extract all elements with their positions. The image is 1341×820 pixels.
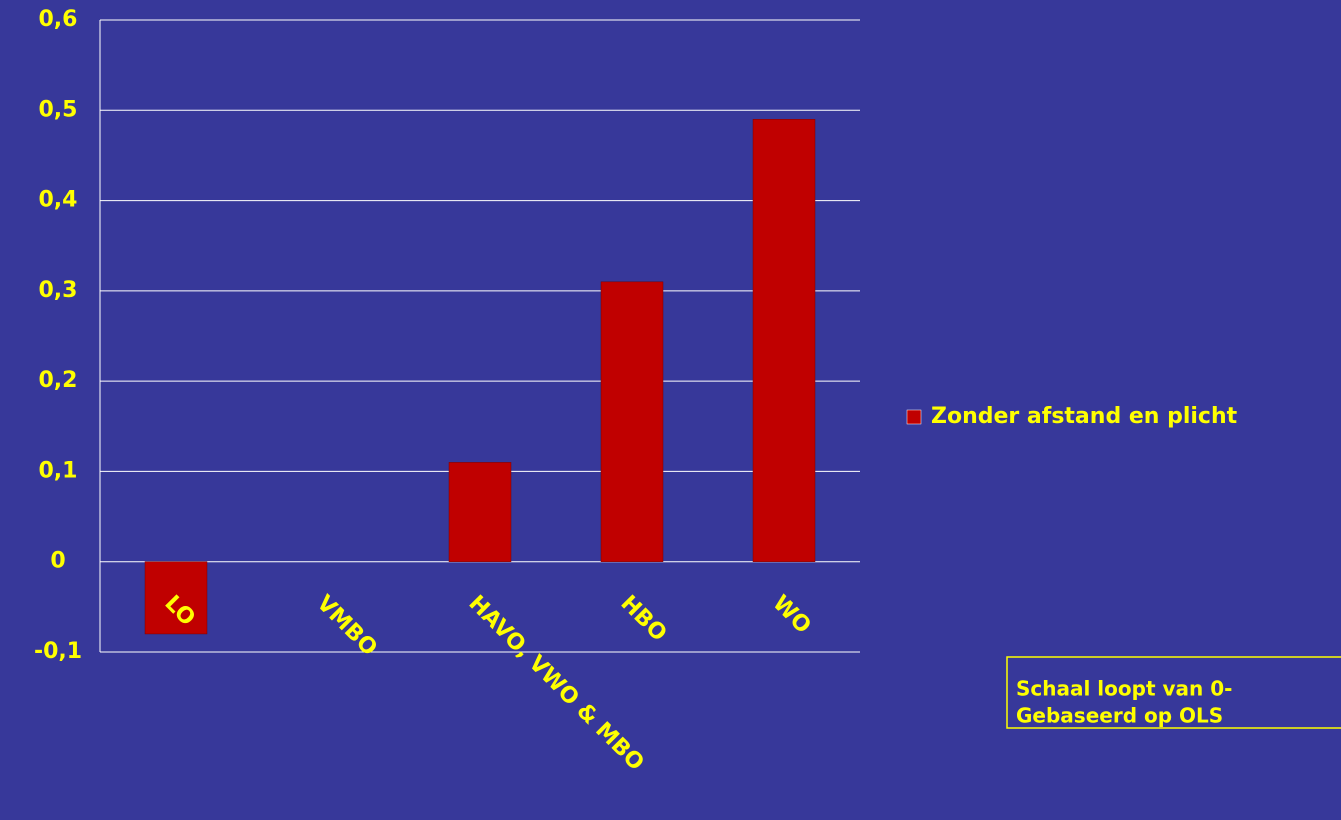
y-tick-label: 0,2 <box>39 368 78 393</box>
y-tick-label: 0,5 <box>39 97 78 122</box>
y-tick-label: -0,1 <box>34 639 82 664</box>
y-tick-label: 0,3 <box>39 278 78 303</box>
annotation-box <box>1006 656 1341 729</box>
legend-label: Zonder afstand en plicht <box>931 404 1238 429</box>
bar <box>752 119 816 562</box>
annotation: Gebaseerd op OLS <box>1016 704 1223 728</box>
bar <box>144 561 208 635</box>
annotation: Schaal loopt van 0- <box>1016 677 1232 701</box>
x-tick-label: HBO <box>616 591 672 647</box>
bar <box>600 281 664 562</box>
bar <box>448 462 512 562</box>
y-tick-label: 0 <box>50 549 65 574</box>
legend-swatch <box>906 409 922 425</box>
y-tick-label: 0,4 <box>39 188 78 213</box>
y-tick-label: 0,1 <box>39 458 78 483</box>
y-tick-label: 0,6 <box>39 7 78 32</box>
x-tick-label: VMBO <box>312 591 382 661</box>
x-tick-label: WO <box>768 591 816 639</box>
x-tick-label: HAVO, VWO & MBO <box>464 591 649 776</box>
